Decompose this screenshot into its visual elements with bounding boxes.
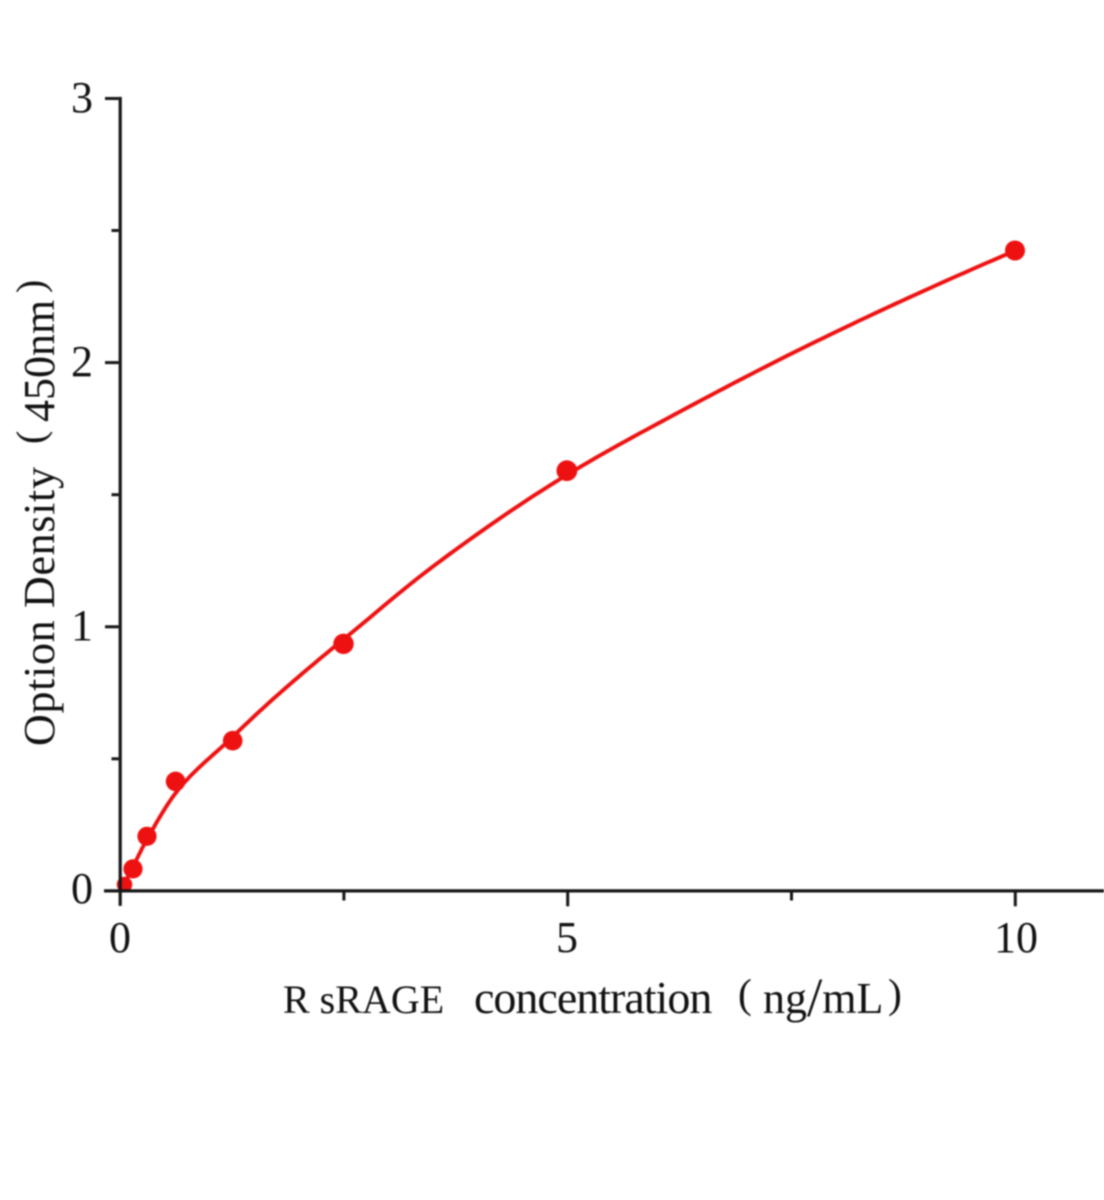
svg-text:concentration: concentration <box>474 972 712 1023</box>
svg-text:R sRAGE: R sRAGE <box>283 977 444 1022</box>
svg-text:Option Density: Option Density <box>15 466 64 746</box>
svg-text:(: ( <box>738 971 752 1018</box>
svg-text:): ) <box>888 971 902 1018</box>
svg-text:5: 5 <box>556 913 578 962</box>
svg-text:(: ( <box>8 431 53 444</box>
svg-text:1: 1 <box>71 601 93 650</box>
svg-text:10: 10 <box>994 913 1038 962</box>
svg-text:0: 0 <box>71 864 93 913</box>
svg-text:): ) <box>8 280 53 293</box>
svg-text:2: 2 <box>71 337 93 386</box>
svg-text:ng/mL: ng/mL <box>763 967 883 1028</box>
svg-text:450nm: 450nm <box>15 300 64 422</box>
svg-text:3: 3 <box>71 73 93 122</box>
svg-text:0: 0 <box>109 913 131 962</box>
